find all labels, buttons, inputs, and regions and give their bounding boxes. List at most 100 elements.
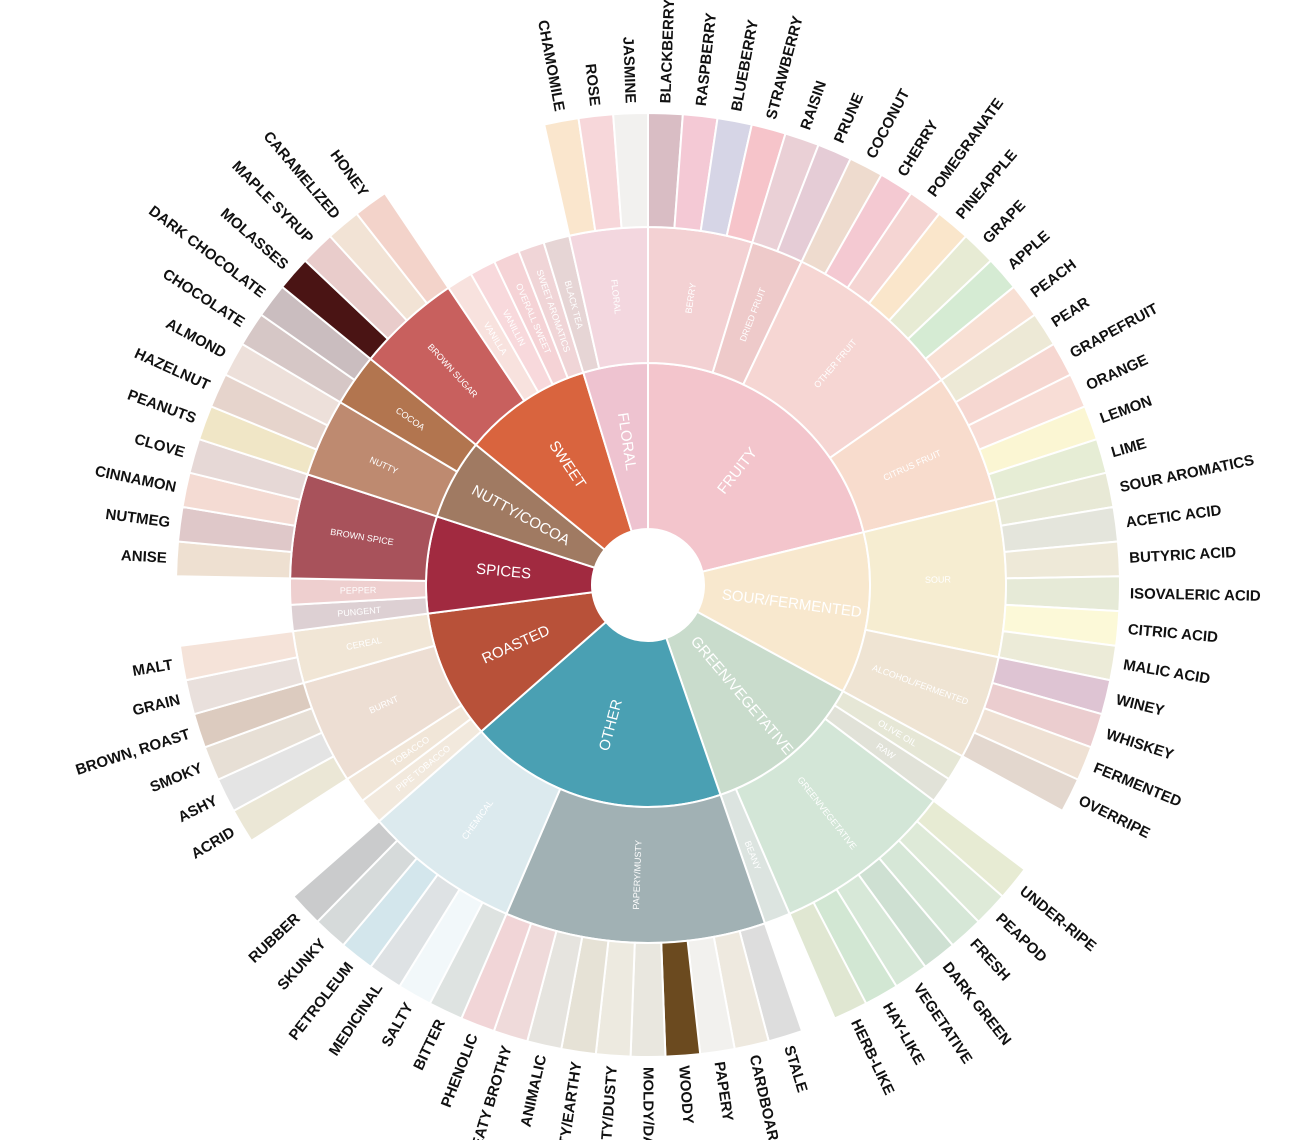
flavor-winey [991, 656, 1112, 716]
flavor-label-prune: PRUNE [831, 91, 867, 146]
flavor-stale [738, 922, 804, 1043]
flavor-label-jasmine: JASMINE [619, 36, 638, 103]
flavor-label-blueberry: BLUEBERRY [728, 18, 762, 112]
flavor-peanuts [197, 405, 318, 476]
flavor-label-orange: ORANGE [1084, 351, 1151, 394]
flavor-almond [224, 342, 342, 427]
flavor-skunky [315, 839, 419, 947]
flavor-cherry [823, 173, 913, 290]
subcategory-sweet-aromatics [517, 241, 585, 380]
flavor-pomegranate [846, 191, 941, 305]
flavor-blueberry [699, 117, 754, 237]
flavor-label-coconut: COCONUT [863, 86, 913, 161]
flavor-woody [660, 939, 702, 1058]
flavor-label-musty-earthy: MUSTY/EARTHY [551, 1060, 585, 1140]
flavor-label-cardboard: CARDBOARD [746, 1053, 784, 1140]
flavor-label-almond: ALMOND [163, 315, 229, 362]
flavor-vegetative [835, 873, 927, 988]
flavor-label-chamomile: CHAMOMILE [534, 19, 568, 113]
flavor-peach [924, 285, 1037, 382]
subcategory-beany [719, 787, 791, 925]
flavor-strawberry [725, 123, 787, 244]
flavor-label-animalic: ANIMALIC [518, 1053, 551, 1128]
flavor-label-stale: STALE [780, 1044, 810, 1095]
flavor-label-phenolic: PHENOLIC [438, 1031, 482, 1110]
flavor-cinnamon [181, 471, 302, 527]
flavor-label-hay-like: HAY-LIKE [879, 1000, 928, 1068]
subcategory-tobacco [345, 703, 473, 803]
flavor-malt [178, 630, 299, 682]
subcategory-raw [823, 703, 951, 803]
flavor-label-rose: ROSE [582, 63, 604, 107]
flavor-label-grape: GRAPE [980, 197, 1030, 247]
subcategory-label-pungent: PUNGENT [337, 605, 382, 619]
flavor-label-dark-chocolate: DARK CHOCOLATE [145, 203, 268, 302]
flavor-papery [686, 935, 736, 1056]
subcategory-label-pepper: PEPPER [340, 585, 377, 596]
flavor-label-smoky: SMOKY [148, 760, 205, 797]
flavor-smoky [203, 706, 324, 781]
flavor-apple [906, 259, 1016, 361]
category-label-spices: SPICES [475, 561, 531, 583]
wheel-segments [175, 111, 1121, 1059]
flavor-under-ripe [915, 799, 1027, 898]
flavor-label-raisin: RAISIN [797, 79, 830, 133]
flavor-raspberry [673, 113, 719, 233]
flavor-label-isovaleric-acid: ISOVALERIC ACID [1130, 585, 1261, 604]
flavor-label-moldy-damp: MOLDY/DAMP [640, 1067, 657, 1140]
flavor-isovaleric-acid [1004, 575, 1121, 613]
subcategory-vanilla [447, 272, 540, 403]
flavor-label-papery: PAPERY [711, 1060, 737, 1122]
flavor-hazelnut [209, 373, 329, 451]
flavor-acrid [232, 754, 349, 843]
flavor-lemon [978, 405, 1099, 476]
flavor-brown-roast [192, 681, 314, 749]
subcategory-pipe-tobacco [360, 717, 483, 823]
flavor-salty [398, 888, 484, 1005]
flavor-label-nutmeg: NUTMEG [104, 506, 171, 531]
flavor-phenolic [460, 912, 533, 1033]
flavor-maple-syrup [303, 234, 409, 341]
flavor-medicinal [369, 873, 461, 988]
flavor-label-peach: PEACH [1028, 256, 1080, 301]
flavor-fresh [877, 839, 981, 947]
flavor-label-blackberry: BLACKBERRY [657, 0, 678, 104]
flavor-label-honey: HONEY [326, 147, 371, 200]
flavor-jasmine [612, 111, 649, 230]
flavor-label-lime: LIME [1109, 435, 1148, 461]
flavor-label-herb-like: HERB-LIKE [847, 1017, 897, 1098]
flavor-fermented [972, 706, 1093, 781]
flavor-dark-green [857, 856, 955, 969]
subcategory-pepper [288, 577, 428, 606]
flavor-hay-like [812, 888, 898, 1005]
flavor-grape [887, 234, 993, 341]
flavor-label-grain: GRAIN [131, 691, 182, 719]
flavor-dark-chocolate [259, 285, 372, 382]
flavor-label-fresh: FRESH [966, 935, 1013, 984]
flavor-prune [776, 143, 852, 263]
flavor-label-pear: PEAR [1048, 294, 1092, 331]
flavor-label-anise: ANISE [120, 547, 167, 567]
flavor-label-musty-dusty: MUSTY/DUSTY [596, 1065, 621, 1140]
flavor-label-skunky: SKUNKY [274, 935, 329, 993]
flavor-overripe [960, 731, 1080, 813]
flavor-ashy [216, 731, 336, 813]
flavor-lime [987, 437, 1108, 502]
flavor-petroleum [341, 856, 439, 969]
flavor-label-sour-aromatics: SOUR AROMATICS [1118, 452, 1255, 496]
flavor-label-acetic-acid: ACETIC ACID [1125, 502, 1223, 531]
flavor-label-peanuts: PEANUTS [125, 387, 198, 428]
subcategory-label-papery-musty: PAPERY/MUSTY [631, 840, 644, 910]
subcategory-black-tea [542, 234, 601, 374]
flavor-label-malt: MALT [131, 656, 174, 679]
subcategory-label-sour: SOUR [925, 574, 952, 584]
flavor-honey [355, 191, 450, 305]
subcategory-overall-sweet [493, 249, 570, 386]
flavor-acetic-acid [999, 505, 1120, 554]
flavor-label-hazelnut: HAZELNUT [132, 345, 213, 394]
flavor-rose [577, 113, 623, 233]
subcategory-label-berry: BERRY [683, 282, 697, 314]
flavor-butyric-acid [1003, 540, 1121, 580]
